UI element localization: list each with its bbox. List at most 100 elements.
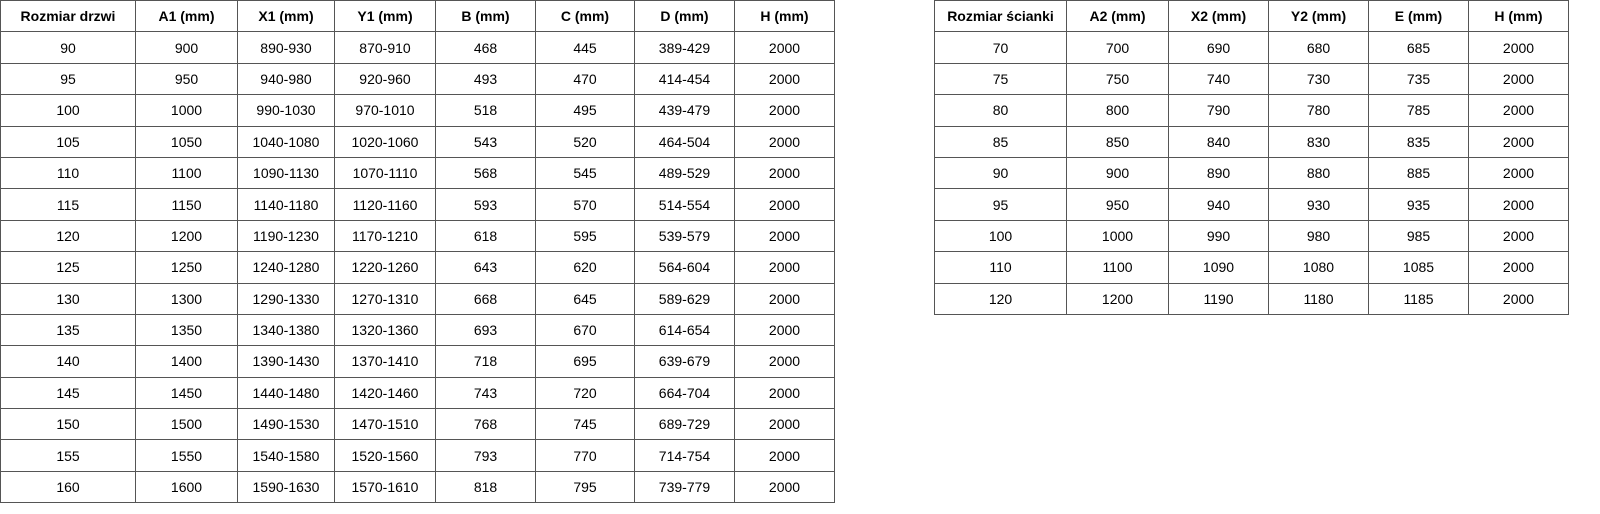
table-row: 95 950 940 930 935 2000 (934, 188, 1569, 221)
column-header: H (mm) (1468, 0, 1569, 33)
table-cell: 115 (0, 188, 136, 221)
table-cell: 2000 (734, 156, 835, 190)
table-cell: 568 (435, 156, 536, 190)
table-cell: 90 (934, 156, 1067, 190)
table-cell: 900 (1066, 156, 1169, 190)
table-cell: 150 (0, 408, 136, 441)
table-cell: 2000 (734, 219, 835, 253)
table-row: 70 700 690 680 685 2000 (934, 31, 1569, 64)
table-cell: 1500 (135, 408, 238, 441)
table-cell: 145 (0, 376, 136, 410)
table-cell: 2000 (734, 408, 835, 441)
table-row: 105 1050 1040-1080 1020-1060 543 520 464-504 20… (0, 125, 835, 158)
table-row: 100 1000 990-1030 970-1010 518 495 439-479 2000 (0, 94, 835, 127)
table-cell: 980 (1268, 219, 1369, 253)
table-cell: 639-679 (634, 345, 735, 378)
table-cell: 514-554 (634, 188, 735, 221)
table-cell: 1450 (135, 376, 238, 410)
table-row: 100 1000 990 980 985 2000 (934, 219, 1569, 253)
table-cell: 130 (0, 282, 136, 315)
table-cell: 870-910 (334, 31, 436, 64)
table-row: 115 1150 1140-1180 1120-1160 593 570 514-554 20… (0, 188, 835, 221)
table-cell: 664-704 (634, 376, 735, 410)
column-header: B (mm) (435, 0, 536, 33)
table-cell: 695 (535, 345, 635, 378)
table-cell: 693 (435, 313, 536, 347)
table-cell: 668 (435, 282, 536, 315)
table-cell: 1180 (1268, 282, 1369, 315)
table-row: 155 1550 1540-1580 1520-1560 793 770 714-754 20… (0, 439, 835, 472)
table-cell: 818 (435, 470, 536, 504)
table-cell: 2000 (734, 62, 835, 96)
table-cell: 2000 (1468, 31, 1569, 64)
table-cell: 1520-1560 (334, 439, 436, 472)
table-cell: 1000 (135, 94, 238, 127)
table-row: 150 1500 1490-1530 1470-1510 768 745 689-729 20… (0, 408, 835, 441)
table-cell: 593 (435, 188, 536, 221)
table-cell: 2000 (734, 313, 835, 347)
table-row: 135 1350 1340-1380 1320-1360 693 670 614-654 20… (0, 313, 835, 347)
table-cell: 414-454 (634, 62, 735, 96)
table-cell: 700 (1066, 31, 1169, 64)
table-cell: 564-604 (634, 251, 735, 284)
table-cell: 1170-1210 (334, 219, 436, 253)
table-cell: 1270-1310 (334, 282, 436, 315)
table-cell: 1590-1630 (237, 470, 335, 504)
table-row: 80 800 790 780 785 2000 (934, 94, 1569, 127)
table-cell: 880 (1268, 156, 1369, 190)
table-cell: 543 (435, 125, 536, 158)
table-cell: 1350 (135, 313, 238, 347)
table-cell: 1190-1230 (237, 219, 335, 253)
table-cell: 2000 (734, 251, 835, 284)
table-cell: 120 (934, 282, 1067, 315)
table-cell: 70 (934, 31, 1067, 64)
header-row: Rozmiar ścianki A2 (mm) X2 (mm) Y2 (mm) E (m… (934, 0, 1569, 33)
table-cell: 900 (135, 31, 238, 64)
table-row: 160 1600 1590-1630 1570-1610 818 795 739-779 20… (0, 470, 835, 504)
table-cell: 493 (435, 62, 536, 96)
column-header: Y1 (mm) (334, 0, 436, 33)
table-cell: 890 (1168, 156, 1269, 190)
table-cell: 2000 (734, 376, 835, 410)
table-cell: 389-429 (634, 31, 735, 64)
table-row: 110 1100 1090 1080 1085 2000 (934, 251, 1569, 284)
table-cell: 1490-1530 (237, 408, 335, 441)
table-cell: 680 (1268, 31, 1369, 64)
table-cell: 125 (0, 251, 136, 284)
column-header: X2 (mm) (1168, 0, 1269, 33)
table-cell: 1090 (1168, 251, 1269, 284)
table-cell: 940-980 (237, 62, 335, 96)
table-cell: 1250 (135, 251, 238, 284)
table-cell: 685 (1368, 31, 1469, 64)
table-cell: 470 (535, 62, 635, 96)
table-cell: 1220-1260 (334, 251, 436, 284)
table-cell: 570 (535, 188, 635, 221)
table-cell: 920-960 (334, 62, 436, 96)
table-cell: 1200 (1066, 282, 1169, 315)
door-size-table: Rozmiar drzwi A1 (mm) X1 (mm) Y1 (mm) B (mm)… (0, 0, 835, 504)
table-cell: 518 (435, 94, 536, 127)
table-cell: 950 (135, 62, 238, 96)
column-header: H (mm) (734, 0, 835, 33)
table-cell: 1100 (1066, 251, 1169, 284)
table-cell: 670 (535, 313, 635, 347)
table-cell: 935 (1368, 188, 1469, 221)
table-cell: 90 (0, 31, 136, 64)
table-cell: 1040-1080 (237, 125, 335, 158)
table-cell: 1090-1130 (237, 156, 335, 190)
table-cell: 770 (535, 439, 635, 472)
table-cell: 620 (535, 251, 635, 284)
table-cell: 793 (435, 439, 536, 472)
table-cell: 1050 (135, 125, 238, 158)
table-cell: 2000 (1468, 94, 1569, 127)
table-cell: 970-1010 (334, 94, 436, 127)
table-cell: 1140-1180 (237, 188, 335, 221)
table-cell: 739-779 (634, 470, 735, 504)
table-cell: 1470-1510 (334, 408, 436, 441)
table-cell: 2000 (734, 282, 835, 315)
table-cell: 539-579 (634, 219, 735, 253)
table-cell: 2000 (1468, 188, 1569, 221)
table-row: 90 900 890 880 885 2000 (934, 156, 1569, 190)
table-cell: 1340-1380 (237, 313, 335, 347)
table-row: 90 900 890-930 870-910 468 445 389-429 2000 (0, 31, 835, 64)
